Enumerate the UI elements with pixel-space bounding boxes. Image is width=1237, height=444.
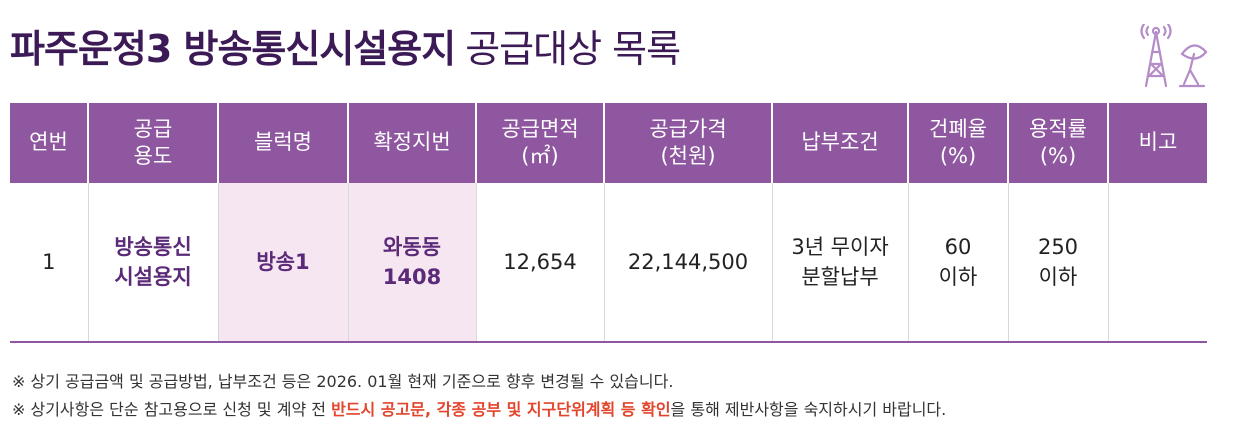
column-header: 납부조건 [771,103,908,183]
note-emphasis: 반드시 공고문, 각종 공부 및 지구단위계획 등 확인 [331,400,671,419]
column-header: 건폐율 (%) [907,103,1008,183]
column-header: 블럭명 [217,103,348,183]
note: ※ 상기사항은 단순 참고용으로 신청 및 계약 전 반드시 공고문, 각종 공… [12,396,946,420]
table-cell: 3년 무이자 분할납부 [771,183,908,343]
table-cell: 1 [10,183,88,343]
table-row: 1 방송통신 시설용지 방송1 와동동 1408 12,654 22,144,500 3년 … [10,183,1207,343]
table-cell: 방송통신 시설용지 [87,183,218,343]
header-row: 연번 공급 용도 블럭명 확정지번 공급면적 (㎡) 공급가격 (천원) 납부조건 건폐율 (… [10,103,1207,183]
note-text: ※ 상기사항은 단순 참고용으로 신청 및 계약 전 [12,400,332,419]
table-cell: 12,654 [475,183,604,343]
supply-table: 연번 공급 용도 블럭명 확정지번 공급면적 (㎡) 공급가격 (천원) 납부조건 건폐율 (… [10,103,1207,343]
column-header: 공급 용도 [87,103,218,183]
column-header: 확정지번 [347,103,476,183]
column-header: 공급가격 (천원) [603,103,772,183]
title-rest: 공급대상 목록 [465,27,681,71]
column-header: 용적률 (%) [1007,103,1108,183]
table-cell: 60 이하 [907,183,1008,343]
column-header: 비고 [1107,103,1207,183]
note-text: 을 통해 제반사항을 숙지하시기 바랍니다. [670,400,947,419]
table-cell: 와동동 1408 [347,183,476,343]
note: ※ 상기 공급금액 및 공급방법, 납부조건 등은 2026. 01월 현재 기… [12,372,674,391]
column-header: 연번 [10,103,88,183]
table-cell [1107,183,1207,343]
table-body: 1 방송통신 시설용지 방송1 와동동 1408 12,654 22,144,500 3년 … [10,183,1207,343]
table-cell: 방송1 [217,183,348,343]
table-cell: 250 이하 [1007,183,1108,343]
table-cell: 22,144,500 [603,183,772,343]
tower-icon [1140,24,1208,88]
title-bold: 파주운정3 방송통신시설용지 [10,27,456,71]
title: 파주운정3 방송통신시설용지 공급대상 목록 [10,18,681,73]
column-header: 공급면적 (㎡) [475,103,604,183]
